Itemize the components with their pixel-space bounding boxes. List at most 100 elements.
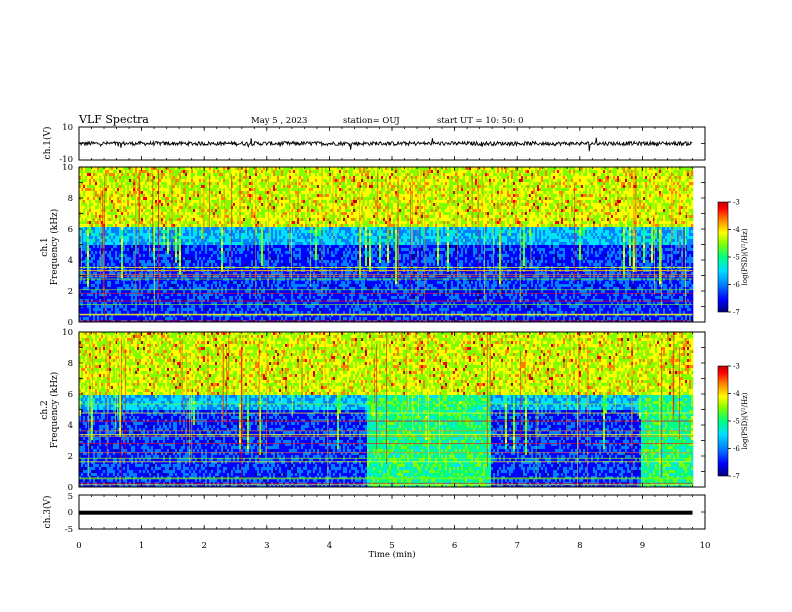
spectrogram-cell (121, 257, 124, 261)
spectrogram-cell (109, 278, 112, 282)
spectrogram-cell (201, 176, 204, 180)
spectrogram-cell (187, 314, 190, 318)
spectrogram-cell (185, 305, 188, 309)
spectrogram-cell (91, 233, 94, 237)
spectrogram-cell (145, 179, 148, 183)
spectrogram-cell (213, 212, 216, 216)
spectrogram-cell (119, 185, 122, 189)
spectrogram-cell (101, 302, 104, 306)
spectrogram-cell (101, 293, 104, 297)
spectrogram-cell (105, 182, 108, 186)
spectrogram-cell (201, 233, 204, 237)
spectrogram-cell (97, 170, 100, 174)
spectrogram-cell (143, 317, 146, 321)
spectrogram-cell (131, 308, 134, 312)
spectrogram-cell (151, 185, 154, 189)
spectrogram-cell (111, 194, 114, 198)
spectrogram-cell (173, 209, 176, 213)
spectrogram-cell (239, 245, 242, 249)
spectrogram-cell (85, 317, 88, 321)
spectrogram-cell (133, 275, 136, 279)
spectrogram-cell (109, 245, 112, 249)
spectrogram-cell (175, 179, 178, 183)
spectrogram-cell (135, 242, 138, 246)
spectrogram-cell (121, 242, 124, 246)
spectrogram-cell (175, 272, 178, 276)
spectrogram-cell (263, 224, 266, 228)
spectrogram-cell (193, 185, 196, 189)
spectrogram-cell (151, 233, 154, 237)
spectrogram-cell (109, 275, 112, 279)
spectrogram-cell (149, 302, 152, 306)
spectrogram-cell (225, 314, 228, 318)
spectrogram-cell (163, 194, 166, 198)
spectrogram-cell (161, 188, 164, 192)
spectrogram-cell (245, 302, 248, 306)
spectrogram-cell (127, 188, 130, 192)
spectrogram-cell (101, 263, 104, 267)
spectrogram-cell (165, 248, 168, 252)
spectrogram-cell (93, 191, 96, 195)
spectrogram-cell (261, 215, 264, 219)
spectrogram-cell (223, 251, 226, 255)
spectrogram-cell (135, 287, 138, 291)
spectrogram-cell (193, 176, 196, 180)
spectrogram-cell (193, 284, 196, 288)
spectrogram-cell (179, 305, 182, 309)
spectrogram-cell (163, 317, 166, 321)
spectrogram-cell (169, 197, 172, 201)
spectrogram-cell (257, 182, 260, 186)
spectrogram-cell (123, 296, 126, 300)
spectrogram-cell (183, 167, 186, 171)
spectrogram-cell (251, 221, 254, 225)
spectrogram-cell (139, 230, 142, 234)
spectrogram-cell (231, 302, 234, 306)
spectrogram-cell (105, 311, 108, 315)
spectrogram-cell (139, 236, 142, 240)
spectrogram-cell (199, 215, 202, 219)
spectrogram-cell (131, 314, 134, 318)
spectrogram-cell (207, 251, 210, 255)
spectrogram-cell (83, 191, 86, 195)
spectrogram-cell (245, 212, 248, 216)
spectrogram-cell (101, 299, 104, 303)
spectrogram-cell (137, 254, 140, 258)
spectrogram-cell (147, 311, 150, 315)
spectrogram-cell (145, 251, 148, 255)
spectrogram-cell (107, 188, 110, 192)
spectrogram-cell (239, 260, 242, 264)
spectrogram-cell (189, 230, 192, 234)
spectrogram-cell (93, 173, 96, 177)
spectrogram-cell (123, 272, 126, 276)
spectrogram-cell (159, 209, 162, 213)
spectrogram-cell (173, 290, 176, 294)
spectrogram-cell (137, 290, 140, 294)
spectrogram-cell (247, 188, 250, 192)
spectrogram-cell (189, 173, 192, 177)
spectrogram-cell (223, 254, 226, 258)
spectrogram-cell (247, 272, 250, 276)
spectrogram-cell (227, 185, 230, 189)
spectrogram-cell (119, 203, 122, 207)
spectrogram-cell (157, 317, 160, 321)
spectrogram-cell (217, 233, 220, 237)
spectrogram-cell (91, 179, 94, 183)
spectrogram-cell (127, 275, 130, 279)
spectrogram-cell (201, 167, 204, 171)
spectrogram-cell (261, 272, 264, 276)
spectrogram-cell (227, 275, 230, 279)
spectrogram-cell (169, 218, 172, 222)
spectrogram-cell (141, 257, 144, 261)
spectrogram-cell (141, 299, 144, 303)
spectrogram-cell (219, 224, 222, 228)
spectrogram-cell (149, 305, 152, 309)
spectrogram-cell (145, 257, 148, 261)
spectrogram-cell (125, 260, 128, 264)
spectrogram-cell (229, 200, 232, 204)
spectrogram-cell (245, 263, 248, 267)
spectrogram-cell (247, 167, 250, 171)
spectrogram-cell (153, 176, 156, 180)
spectrogram-cell (95, 314, 98, 318)
spectrogram-cell (149, 218, 152, 222)
spectrogram-cell (245, 218, 248, 222)
